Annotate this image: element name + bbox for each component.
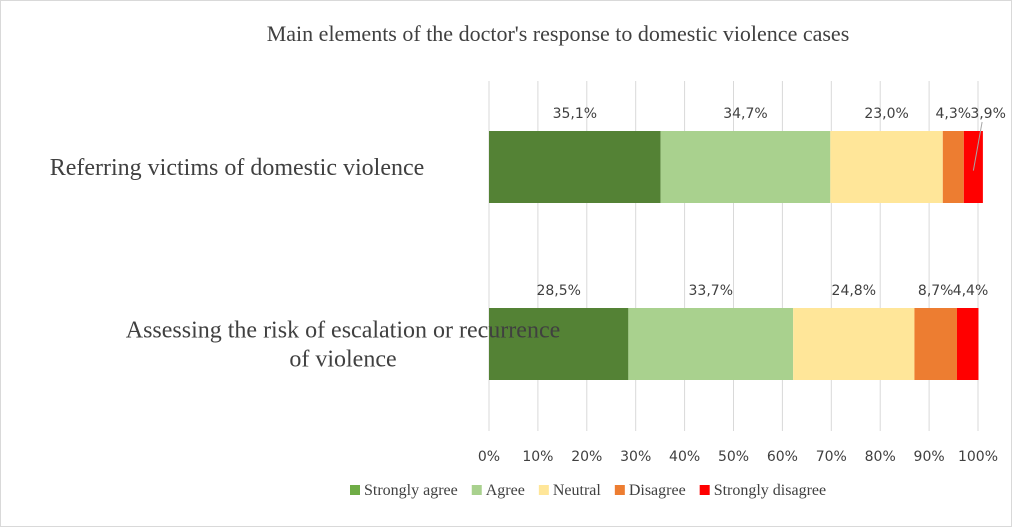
data-label: 23,0% [864, 106, 908, 122]
legend-label: Strongly disagree [714, 482, 826, 499]
bar-segment [489, 308, 629, 380]
category-label: of violence [289, 347, 396, 373]
data-label: 8,7% [918, 283, 954, 299]
x-tick-label: 40% [669, 449, 700, 465]
data-labels: 35,1% 34,7% 23,0% 4,3% 3,9% 28,5% 33,7% 24,8% 8,… [536, 106, 1005, 299]
bar-segment [793, 308, 915, 380]
bar-segment [914, 308, 957, 380]
legend-label: Agree [486, 482, 525, 499]
x-tick-label: 60% [767, 449, 798, 465]
x-tick-label: 80% [865, 449, 896, 465]
data-label: 3,9% [970, 106, 1006, 122]
category-labels: Referring victims of domestic violence As… [50, 155, 561, 373]
legend: Strongly agree Agree Neutral Disagree Strong… [350, 482, 826, 499]
x-tick-label: 30% [620, 449, 651, 465]
data-label: 35,1% [553, 106, 597, 122]
data-label: 33,7% [689, 283, 733, 299]
x-tick-label: 50% [718, 449, 749, 465]
bars [489, 131, 983, 380]
legend-swatch [471, 485, 482, 495]
category-label: Referring victims of domestic violence [50, 155, 425, 181]
x-tick-labels: 0% 10% 20% 30% 40% 50% 60% 70% 80% 90% 100% [478, 449, 998, 465]
bar-segment [660, 131, 831, 203]
data-label: 24,8% [832, 283, 876, 299]
bar-segment [628, 308, 794, 380]
x-tick-label: 0% [478, 449, 500, 465]
x-tick-label: 100% [958, 449, 998, 465]
x-tick-label: 20% [571, 449, 602, 465]
category-label: Assessing the risk of escalation or recu… [126, 318, 561, 344]
legend-swatch [350, 485, 360, 495]
legend-swatch [699, 485, 710, 495]
bar-segment [830, 131, 943, 203]
legend-label: Strongly agree [364, 482, 458, 499]
bar-segment [956, 308, 979, 380]
x-tick-label: 10% [522, 449, 553, 465]
legend-swatch [614, 485, 625, 495]
bar-segment [489, 131, 661, 203]
chart-title: Main elements of the doctor's response t… [267, 21, 850, 46]
legend-swatch [538, 485, 549, 495]
bar-segment [963, 131, 983, 203]
data-label: 4,4% [953, 283, 989, 299]
x-tick-label: 90% [914, 449, 945, 465]
x-tick-label: 70% [816, 449, 847, 465]
data-label: 34,7% [723, 106, 767, 122]
bar-segment [942, 131, 964, 203]
leader-line [972, 121, 983, 171]
data-label: 28,5% [536, 283, 580, 299]
legend-label: Neutral [553, 482, 602, 499]
data-label: 4,3% [936, 106, 972, 122]
legend-label: Disagree [629, 482, 686, 499]
